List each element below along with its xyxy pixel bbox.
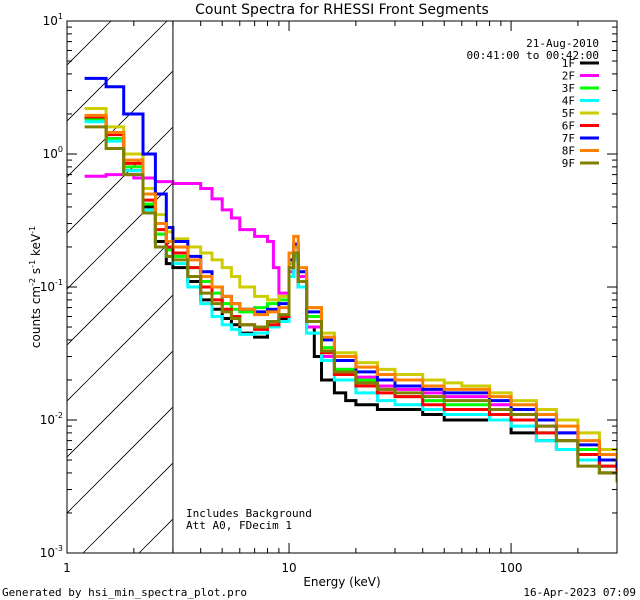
hatch-line [67,70,173,178]
legend-label-6f: 6F [562,120,575,133]
hatch-line [67,238,173,346]
legend-label-7f: 7F [562,132,575,145]
y-tick-label: 10-3 [40,544,63,560]
generation-timestamp: 16-Apr-2023 07:09 [523,586,636,599]
legend-label-3f: 3F [562,82,575,95]
y-tick-label: 10-2 [40,411,63,427]
excluded-region-hatch [67,21,173,553]
y-tick-label: 100 [43,145,63,161]
background-note: Includes Background [186,507,312,520]
x-tick-label: 100 [500,561,523,575]
hatch-line [82,462,173,553]
x-tick-label: 1 [63,561,71,575]
attenuator-note: Att A0, FDecim 1 [186,519,292,532]
legend-label-4f: 4F [562,95,575,108]
y-tick-label: 101 [43,12,63,28]
chart-title: Count Spectra for RHESSI Front Segments [195,2,489,18]
plot-frame [66,20,618,554]
y-tick-label: 10-1 [40,278,63,294]
series-5f [84,107,617,456]
legend-label-5f: 5F [562,107,575,120]
legend-label-1f: 1F [562,57,575,70]
hatch-line [67,21,112,66]
series-2f [84,173,617,468]
hatch-line [67,406,173,514]
observation-date: 21-Aug-2010 [526,37,599,50]
series-7f [84,76,617,468]
x-tick-label: 10 [281,561,296,575]
observation-time-range: 00:41:00 to 00:42:00 [467,49,599,62]
legend-label-9f: 9F [562,157,575,170]
generator-credit: Generated by hsi_min_spectra_plot.pro [2,586,247,599]
axis-ticks [66,20,618,554]
y-tick-labels: 101 100 10-1 10-2 10-3 [40,12,63,560]
series-layer [84,76,617,483]
legend-label-2f: 2F [562,70,575,83]
hatch-line [67,21,168,122]
x-axis-label: Energy (keV) [303,575,380,589]
y-axis-label: counts cm-2 s-1 keV-1 [28,226,43,348]
legend-label-8f: 8F [562,145,575,158]
x-tick-labels: 1 10 100 [63,561,522,575]
